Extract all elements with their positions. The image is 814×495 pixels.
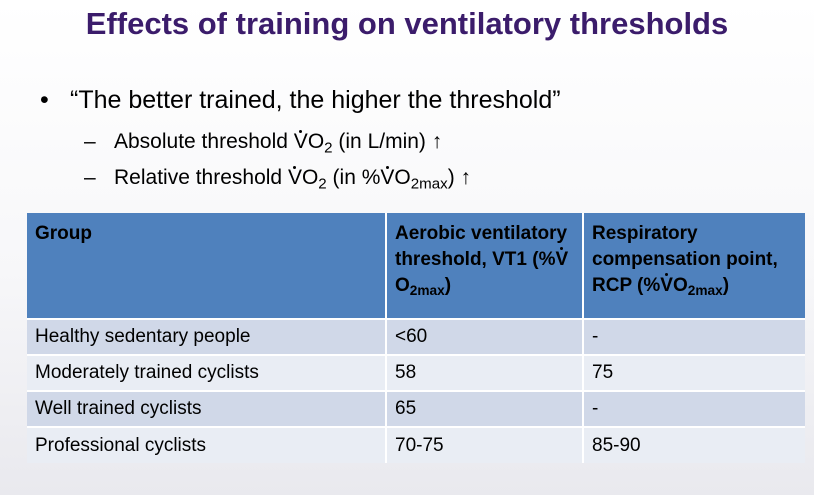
slide-title: Effects of training on ventilatory thres… — [85, 6, 729, 41]
vo2-o-symbol: O — [307, 130, 325, 153]
vo2max-o-symbol: O — [394, 166, 411, 189]
header-o-symbol: O — [672, 275, 688, 296]
header-close-paren: ) — [444, 275, 452, 296]
header-group: Group — [27, 213, 387, 319]
header-rcp-label: Respiratory compensation point, RCP (% — [592, 223, 778, 296]
sub-bullet-mid: (in % — [326, 166, 381, 189]
vo2-o-symbol: O — [301, 166, 319, 189]
vo2-subscript: 2 — [318, 175, 327, 193]
header-subscript: 2max — [409, 283, 445, 299]
cell-rcp: 85-90 — [583, 426, 805, 463]
table-row: Healthy sedentary people <60 - — [27, 318, 805, 355]
cell-vt1: <60 — [386, 318, 584, 355]
header-o-symbol: O — [395, 275, 410, 296]
table-header-row: Group Aerobic ventilatory threshold, VT1… — [27, 213, 805, 319]
cell-rcp: 75 — [583, 354, 805, 391]
cell-vt1: 65 — [386, 390, 584, 427]
header-vt1: Aerobic ventilatory threshold, VT1 (%V O2… — [386, 213, 584, 319]
header-v-symbol: V — [660, 273, 673, 299]
header-rcp: Respiratory compensation point, RCP (%VO… — [583, 213, 805, 319]
cell-group: Well trained cyclists — [27, 390, 387, 427]
main-bullet: • “The better trained, the higher the thr… — [40, 86, 561, 115]
cell-rcp: - — [583, 318, 805, 355]
main-bullet-text: “The better trained, the higher the thre… — [70, 86, 561, 114]
sub-bullet-relative: – Relative threshold VO2 (in %VO2max) ↑ — [84, 166, 472, 193]
cell-group: Healthy sedentary people — [27, 318, 387, 355]
cell-group: Moderately trained cyclists — [27, 354, 387, 391]
table-row: Professional cyclists 70-75 85-90 — [27, 426, 805, 463]
vo2max-subscript: 2max — [410, 175, 448, 193]
cell-rcp: - — [583, 390, 805, 427]
vo2-subscript: 2 — [324, 139, 333, 157]
header-group-label: Group — [35, 223, 92, 244]
cell-vt1: 58 — [386, 354, 584, 391]
header-vt1-label: Aerobic ventilatory threshold, VT1 (% — [395, 223, 568, 270]
header-close-paren: ) — [722, 275, 730, 296]
cell-vt1: 70-75 — [386, 426, 584, 463]
vo2max-v-symbol: V — [380, 166, 395, 189]
sub-bullet-suffix: (in L/min) ↑ — [332, 130, 443, 153]
cell-group: Professional cyclists — [27, 426, 387, 463]
vo2-v-symbol: V — [293, 130, 308, 153]
table-row: Well trained cyclists 65 - — [27, 390, 805, 427]
dash-marker: – — [84, 130, 96, 153]
thresholds-table: Group Aerobic ventilatory threshold, VT1… — [27, 213, 805, 463]
header-subscript: 2max — [687, 283, 723, 299]
sub-bullet-absolute: – Absolute threshold VO2 (in L/min) ↑ — [84, 130, 443, 157]
dash-marker: – — [84, 166, 96, 189]
table-row: Moderately trained cyclists 58 75 — [27, 354, 805, 391]
sub-bullet-prefix: Absolute threshold — [114, 130, 294, 153]
sub-bullet-prefix: Relative threshold — [114, 166, 288, 189]
sub-bullet-suffix: ) ↑ — [447, 166, 472, 189]
header-v-symbol: V — [555, 247, 568, 273]
vo2-v-symbol: V — [287, 166, 302, 189]
bullet-marker: • — [40, 86, 49, 114]
